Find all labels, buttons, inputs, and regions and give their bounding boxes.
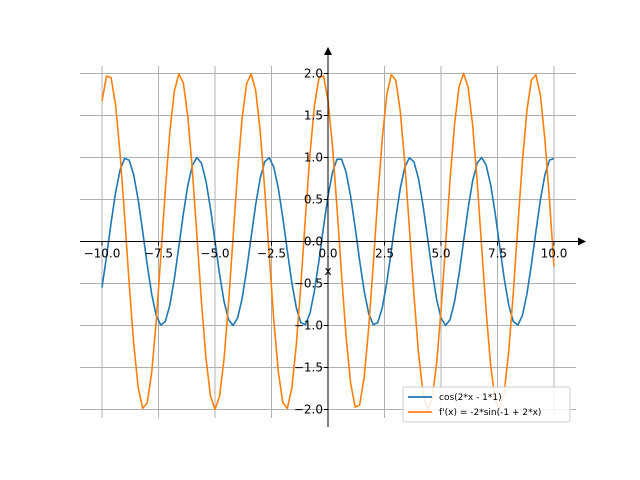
legend-box: [402, 386, 571, 423]
x-axis-label: x: [324, 264, 331, 278]
x-tick-label: 7.5: [488, 247, 507, 261]
y-tick-label: −1.0: [294, 319, 323, 333]
legend-label: cos(2*x - 1*1): [439, 393, 502, 403]
legend-label: f'(x) = -2*sin(-1 + 2*x): [439, 408, 541, 418]
x-tick-label: 5.0: [431, 247, 450, 261]
x-tick-label: 0.0: [318, 247, 337, 261]
y-tick-label: −0.5: [294, 277, 323, 291]
x-tick-label: 10.0: [541, 247, 568, 261]
y-tick-label: 1.5: [304, 109, 323, 123]
legend: cos(2*x - 1*1) f'(x) = -2*sin(-1 + 2*x): [402, 386, 571, 423]
ticks: −10.0 −7.5 −5.0 −2.5 0.0 2.5 5.0 7.5 10.0 −2.0 −1.…: [84, 67, 568, 417]
x-tick-label: −10.0: [84, 247, 121, 261]
y-tick-label: 0.0: [304, 235, 323, 249]
y-tick-label: 0.5: [304, 193, 323, 207]
x-tick-label: −7.5: [144, 247, 173, 261]
y-axis-arrow: [324, 47, 332, 55]
axes: [80, 47, 586, 427]
x-tick-label: −5.0: [200, 247, 229, 261]
x-tick-label: −2.5: [257, 247, 286, 261]
x-tick-label: 2.5: [375, 247, 394, 261]
y-tick-label: 2.0: [304, 67, 323, 81]
y-tick-label: −1.5: [294, 361, 323, 375]
x-axis-arrow: [578, 237, 586, 246]
y-tick-label: 1.0: [304, 151, 323, 165]
y-tick-label: −2.0: [294, 403, 323, 417]
